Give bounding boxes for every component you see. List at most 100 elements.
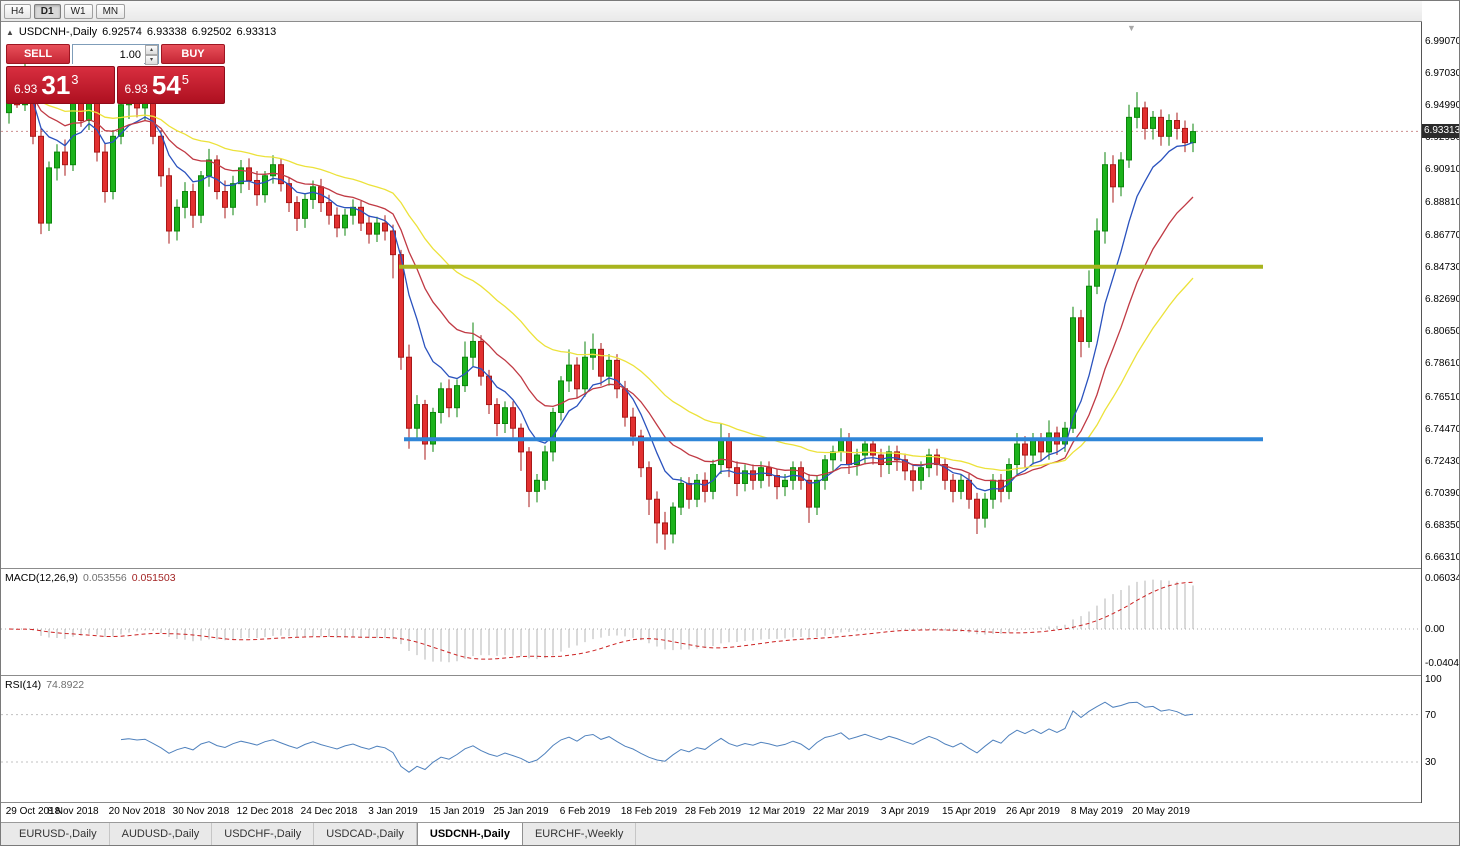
panel-separator[interactable]: [1, 802, 1459, 803]
candle: [118, 100, 124, 145]
timeframe-button-mn[interactable]: MN: [95, 3, 126, 19]
candle: [1190, 123, 1196, 153]
rsi-name: RSI(14): [5, 679, 42, 691]
candle: [750, 464, 756, 490]
candle: [1142, 101, 1148, 140]
sell-button[interactable]: SELL: [6, 44, 70, 64]
tab-audusd-daily[interactable]: AUDUSD-,Daily: [110, 823, 213, 845]
candle: [582, 341, 588, 397]
trade-panel-collapse-icon[interactable]: ▲: [6, 28, 14, 37]
candle: [718, 423, 724, 474]
candle: [598, 343, 604, 386]
candle: [1166, 114, 1172, 146]
rsi-line: [120, 701, 1194, 773]
tab-usdcad-daily[interactable]: USDCAD-,Daily: [314, 823, 417, 845]
candle: [238, 159, 244, 194]
buy-button[interactable]: BUY: [161, 44, 225, 64]
ask-price-big: 54: [151, 70, 181, 100]
candle: [590, 333, 596, 370]
macd-signal-line: [8, 581, 1194, 660]
candle: [1182, 120, 1188, 153]
candle: [1110, 155, 1116, 203]
macd-signal-value: 0.051503: [131, 572, 176, 584]
panel-separator[interactable]: [1, 675, 1459, 676]
macd-svg[interactable]: [1, 569, 1422, 675]
candle: [1174, 112, 1180, 140]
moving-average-line: [8, 91, 1194, 472]
price-chart-svg[interactable]: [1, 22, 1422, 568]
tab-usdcnh-daily[interactable]: USDCNH-,Daily: [416, 823, 523, 845]
tab-eurusd-daily[interactable]: EURUSD-,Daily: [7, 823, 110, 845]
chart-shift-marker-icon[interactable]: ▼: [1127, 23, 1136, 33]
date-axis[interactable]: 29 Oct 2018 8 Nov 2018 20 Nov 2018 30 Nov 2…: [1, 803, 1422, 822]
candle: [742, 464, 748, 492]
candle: [198, 171, 204, 224]
candle: [166, 167, 172, 244]
price-axis-label: 6.68350: [1425, 520, 1460, 531]
candle: [302, 193, 308, 228]
candle: [694, 473, 700, 508]
candle: [1078, 309, 1084, 358]
candle: [350, 199, 356, 225]
volume-up-icon[interactable]: ▴: [145, 45, 158, 55]
candle: [870, 437, 876, 465]
price-axis-label: 6.86770: [1425, 230, 1460, 241]
candle: [262, 171, 268, 203]
candle: [230, 175, 236, 216]
date-label: 30 Nov 2018: [172, 806, 230, 817]
candle: [1086, 270, 1092, 348]
price-axis-label: 6.99070: [1425, 36, 1460, 47]
moving-average-line: [8, 90, 1194, 483]
timeframe-button-h4[interactable]: H4: [4, 3, 31, 19]
tab-usdchf-daily[interactable]: USDCHF-,Daily: [212, 823, 315, 845]
rsi-indicator-panel[interactable]: RSI(14) 74.8922: [1, 676, 1422, 802]
candle: [190, 183, 196, 228]
candle: [158, 129, 164, 187]
macd-indicator-panel[interactable]: MACD(12,26,9) 0.053556 0.051503: [1, 569, 1422, 675]
date-label: 8 Nov 2018: [47, 806, 99, 817]
candle: [934, 448, 940, 476]
rsi-axis-label: 70: [1425, 710, 1437, 721]
candle: [454, 379, 460, 418]
candle: [606, 354, 612, 386]
candle: [46, 161, 52, 231]
candle: [910, 464, 916, 492]
date-label: 6 Feb 2019: [559, 806, 611, 817]
timeframe-button-d1[interactable]: D1: [33, 3, 61, 19]
candle: [838, 428, 844, 462]
candle: [406, 344, 412, 449]
candle: [1038, 432, 1044, 462]
price-axis-label: 6.72430: [1425, 456, 1460, 467]
candle: [38, 128, 44, 235]
macd-axis-label: -0.040415: [1425, 658, 1459, 669]
volume-down-icon[interactable]: ▾: [145, 55, 158, 65]
date-label: 18 Feb 2019: [620, 806, 678, 817]
panel-separator[interactable]: [1, 568, 1459, 569]
date-label: 29 Oct 2018: [5, 806, 61, 817]
candle: [1022, 436, 1028, 468]
one-click-trade-widget: SELL ▴ ▾ BUY 6.93 31 3 6.93: [6, 44, 225, 104]
candle: [222, 180, 228, 219]
symbol-label: USDCNH-,Daily: [18, 26, 98, 38]
volume-field: ▴ ▾: [72, 44, 159, 65]
candle: [102, 142, 108, 203]
price-axis[interactable]: 6.93313 6.990706.970306.949906.929506.90…: [1422, 1, 1460, 822]
candle: [254, 171, 260, 206]
candle: [534, 473, 540, 503]
date-label: 3 Apr 2019: [880, 806, 930, 817]
date-label: 15 Jan 2019: [429, 806, 485, 817]
price-chart-panel[interactable]: ▲ USDCNH-,Daily 6.92574 6.93338 6.92502 6.933…: [1, 22, 1422, 568]
candle: [670, 502, 676, 544]
bid-quote-box[interactable]: 6.93 31 3: [6, 66, 115, 104]
candle: [1158, 109, 1164, 146]
volume-input[interactable]: [73, 46, 144, 64]
tab-eurchf-weekly[interactable]: EURCHF-,Weekly: [523, 823, 637, 845]
candle: [902, 453, 908, 481]
ask-quote-box[interactable]: 6.93 54 5: [116, 66, 225, 104]
candle: [374, 216, 380, 243]
timeframe-button-w1[interactable]: W1: [63, 3, 93, 19]
rsi-svg[interactable]: [1, 676, 1422, 802]
price-axis-label: 6.70390: [1425, 488, 1460, 499]
date-label: 24 Dec 2018: [300, 806, 358, 817]
candle: [526, 447, 532, 508]
